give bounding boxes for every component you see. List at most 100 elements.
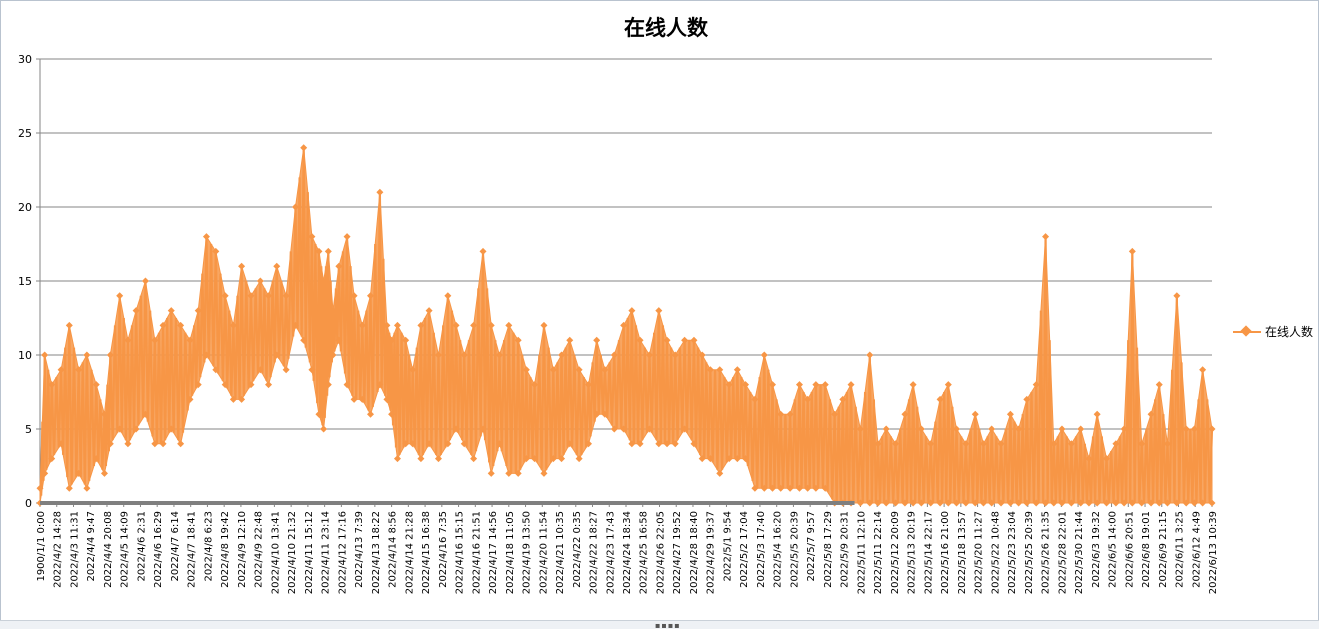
data-point [584,381,592,389]
data-point [1208,425,1216,433]
data-point [847,381,855,389]
data-point [1042,233,1050,241]
data-point [393,321,401,329]
data-point [927,440,935,448]
resize-grip-icon[interactable]: ▪▪▪▪ [655,621,681,630]
x-tick-label: 2022/5/18 13:57 [957,511,968,594]
x-tick-label: 2022/4/7 6:14 [170,511,181,582]
data-point [636,440,644,448]
data-point [329,351,337,359]
y-axis: 0 5 10 15 20 25 30 [18,53,41,510]
x-tick-label: 2022/4/4 20:08 [103,511,114,588]
data-point [874,499,882,507]
x-tick-label: 2022/5/9 20:31 [840,511,851,588]
data-point [221,381,229,389]
x-tick-label: 2022/5/20 11:27 [974,511,985,594]
x-tick-label: 2022/5/7 9:57 [806,511,817,582]
data-point [1163,499,1171,507]
data-point [645,425,653,433]
data-point [1173,292,1181,300]
data-point [460,351,468,359]
data-point [795,484,803,492]
data-point [866,499,874,507]
x-tick-label: 2022/4/5 14:09 [120,511,131,588]
data-point [917,425,925,433]
x-tick-label: 2022/4/15 16:38 [421,511,432,594]
data-point [92,381,100,389]
data-point [75,366,83,374]
data-point [620,425,628,433]
x-tick-label: 2022/4/6 2:31 [136,511,147,582]
data-point [141,277,149,285]
data-point [716,469,724,477]
data-point [1190,425,1198,433]
x-tick-label: 2022/5/2 17:04 [739,511,750,588]
data-point [531,381,539,389]
data-point [1050,499,1058,507]
data-point [769,381,776,389]
data-point [1032,499,1040,507]
data-point [1182,499,1190,507]
data-point [733,366,741,374]
data-point [1147,410,1155,418]
data-point [839,395,847,403]
data-point [1103,455,1111,463]
data-point [124,440,132,448]
data-point [558,351,566,359]
data-point [760,351,768,359]
data-point [221,292,229,300]
data-point [212,247,220,255]
data-point [100,410,108,418]
data-point [663,440,671,448]
data-point [979,499,987,507]
data-point [1093,499,1101,507]
data-point [1163,440,1171,448]
data-point [75,469,83,477]
x-tick-label: 2022/4/12 17:16 [337,511,348,594]
data-point [1085,455,1093,463]
data-point [514,336,522,344]
x-tick-label: 2022/6/5 14:00 [1108,511,1119,588]
data-point [901,499,909,507]
data-point [487,469,495,477]
x-tick-label: 2022/4/19 13:50 [522,511,533,594]
data-point [882,499,890,507]
data-point [495,351,503,359]
x-tick-label: 2022/4/13 18:22 [371,511,382,594]
data-point [1077,425,1085,433]
data-point [186,395,194,403]
data-point [324,381,332,389]
data-point [151,336,159,344]
data-point [238,395,246,403]
x-tick-label: 2022/4/18 11:05 [505,511,516,594]
data-point [1050,440,1058,448]
data-point [167,425,175,433]
data-point [1067,440,1075,448]
x-tick-label: 2022/4/10 13:41 [270,511,281,594]
data-point [628,307,636,315]
data-point [402,440,410,448]
x-tick-label: 2022/4/20 11:54 [538,511,549,594]
data-point [812,484,820,492]
data-point [716,366,724,374]
x-tick-label: 2022/4/2 14:28 [53,511,64,588]
data-point [393,455,401,463]
x-tick-label: 2022/5/4 16:20 [773,511,784,588]
data-point [953,425,961,433]
data-point [470,455,478,463]
x-tick-label: 2022/4/26 22:05 [655,511,666,594]
x-tick-label: 2022/5/5 20:39 [789,511,800,588]
x-tick-label: 2022/4/28 18:40 [689,511,700,594]
data-point [1032,381,1040,389]
data-point [247,292,255,300]
data-point [786,410,794,418]
x-tick-label: 2022/4/16 7:35 [438,511,449,588]
data-point [690,336,698,344]
chart-title: 在线人数 [624,16,708,40]
data-point [1199,499,1207,507]
x-tick-label: 2022/4/14 21:28 [404,511,415,594]
data-point [821,484,829,492]
bottom-scrollbar[interactable] [0,620,1319,629]
x-tick-label: 2022/4/10 21:32 [287,511,298,594]
data-point [343,233,351,241]
